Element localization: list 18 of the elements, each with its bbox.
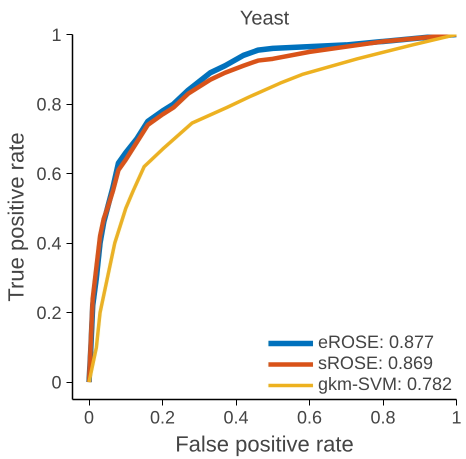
y-tick-label: 0 bbox=[51, 372, 62, 393]
y-tick-label: 0.4 bbox=[36, 234, 62, 254]
legend-label: gkm-SVM: 0.782 bbox=[318, 374, 452, 395]
chart-title: Yeast bbox=[240, 8, 290, 30]
x-axis-title: False positive rate bbox=[175, 432, 354, 456]
y-tick-label: 0.8 bbox=[36, 94, 62, 115]
y-axis-title: True positive rate bbox=[3, 132, 28, 302]
x-tick-label: 0 bbox=[84, 408, 94, 428]
y-tick-label: 0.6 bbox=[36, 164, 62, 184]
x-tick-label: 0.6 bbox=[297, 408, 322, 428]
x-tick-label: 1 bbox=[451, 408, 462, 428]
x-tick-label: 0.8 bbox=[370, 408, 396, 428]
legend-label: eROSE: 0.877 bbox=[318, 332, 434, 353]
y-tick-label: 0.2 bbox=[36, 303, 62, 324]
y-tick-label: 1 bbox=[51, 25, 62, 45]
x-tick-label: 0.4 bbox=[224, 408, 249, 428]
x-tick-label: 0.2 bbox=[150, 408, 176, 428]
legend-label: sROSE: 0.869 bbox=[318, 353, 433, 374]
